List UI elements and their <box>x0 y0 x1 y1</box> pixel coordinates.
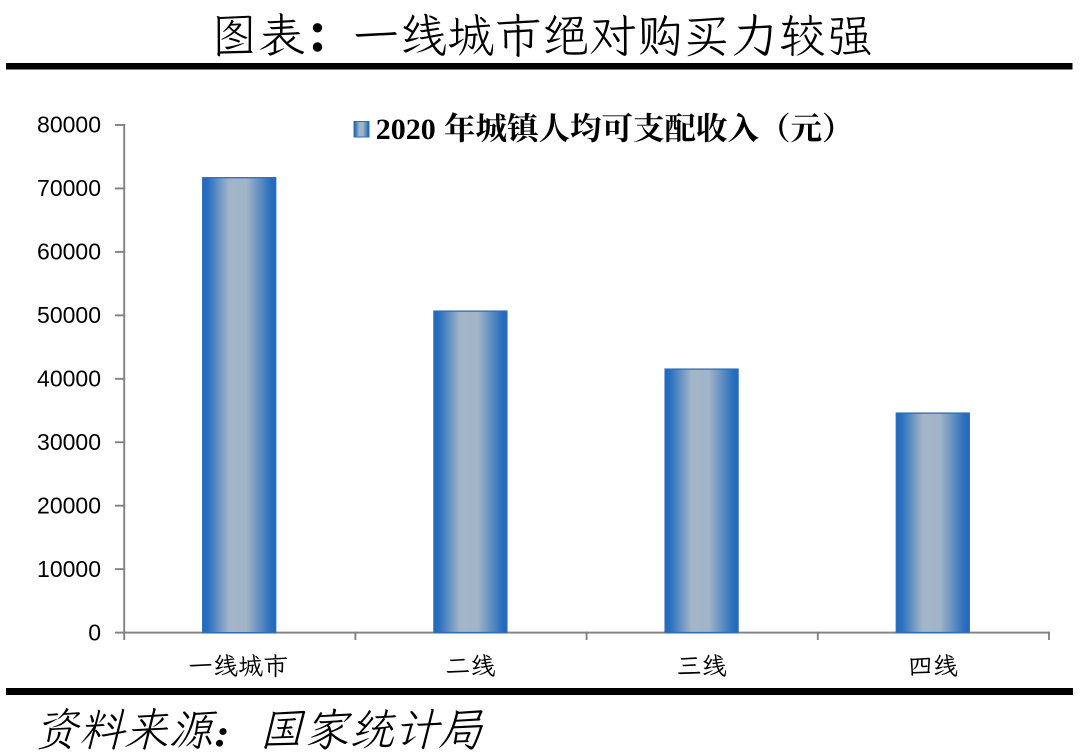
svg-text:70000: 70000 <box>37 175 101 201</box>
svg-text:10000: 10000 <box>37 556 101 582</box>
svg-text:40000: 40000 <box>37 366 101 392</box>
svg-text:30000: 30000 <box>37 429 101 455</box>
svg-text:50000: 50000 <box>37 302 101 328</box>
svg-text:2020: 2020 <box>376 113 436 146</box>
svg-text:20000: 20000 <box>37 492 101 518</box>
svg-text:80000: 80000 <box>37 112 101 138</box>
svg-text:60000: 60000 <box>37 239 101 265</box>
svg-text:0: 0 <box>88 619 101 645</box>
